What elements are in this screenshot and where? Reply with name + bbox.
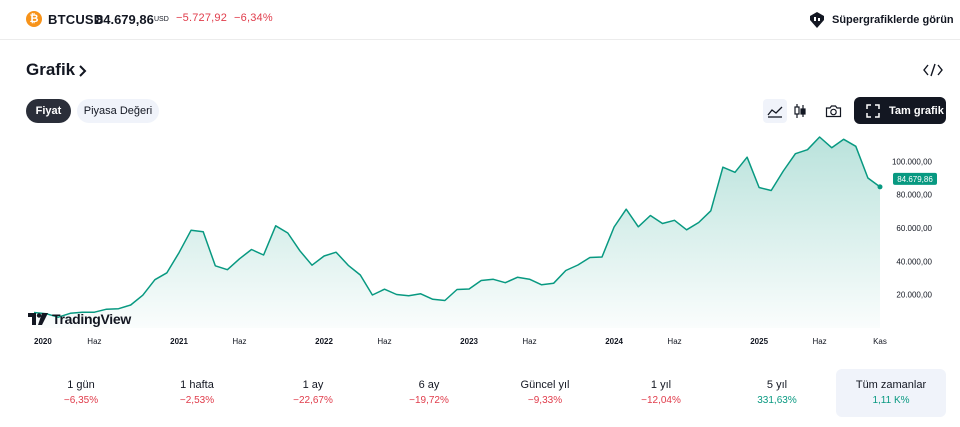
x-axis-tick-label: Haz [87, 337, 101, 346]
period-tab[interactable]: 6 ay −19,72% [374, 369, 484, 417]
period-change-value: −12,04% [641, 395, 681, 406]
x-axis-tick-label: 2022 [315, 337, 333, 346]
x-axis-tick-label: 2025 [750, 337, 768, 346]
y-axis-tick-label: 60.000,00 [896, 224, 932, 233]
y-axis-tick-label: 20.000,00 [896, 291, 932, 300]
period-change-value: −9,33% [527, 395, 563, 406]
x-axis-tick-label: 2021 [170, 337, 188, 346]
currency-label: USD [154, 16, 169, 23]
performance-periods: 1 gün −6,35% 1 hafta −2,53% 1 ay −22,67% 6 ay −… [26, 369, 946, 417]
period-tab[interactable]: 1 ay −22,67% [258, 369, 368, 417]
x-axis-tick-label: Haz [812, 337, 826, 346]
period-label: Tüm zamanlar [855, 379, 927, 391]
y-axis-tick-label: 40.000,00 [896, 257, 932, 266]
ticker-symbol: BTCUSD [48, 12, 104, 27]
period-tab[interactable]: 5 yıl 331,63% [722, 369, 832, 417]
period-label: 1 hafta [180, 379, 214, 391]
tradingview-logo-text: TradingView [52, 311, 131, 327]
bitcoin-icon: ₿ [26, 11, 42, 27]
x-axis-tick-label: 2023 [460, 337, 478, 346]
x-axis-tick-label: Haz [232, 337, 246, 346]
tab-market-cap[interactable]: Piyasa Değeri [77, 99, 159, 123]
tab-price[interactable]: Fiyat [26, 99, 71, 123]
fullscreen-icon [866, 103, 880, 118]
x-axis-tick-label: Haz [667, 337, 681, 346]
supercharts-link[interactable]: Süpergrafiklerde görün [808, 10, 954, 30]
last-price-label: 84.679,86 [897, 175, 933, 184]
area-chart-icon [767, 106, 783, 118]
supercharts-icon [810, 12, 824, 28]
area-chart-button[interactable] [763, 99, 787, 123]
period-label: 5 yıl [766, 379, 788, 391]
x-axis-tick-label: Haz [377, 337, 391, 346]
period-label: 1 yıl [650, 379, 672, 391]
period-label: 1 gün [67, 379, 95, 391]
period-change-value: −2,53% [179, 395, 215, 406]
period-label: 6 ay [418, 379, 440, 391]
price-line [33, 136, 881, 318]
period-label: 1 ay [302, 379, 324, 391]
embed-code-icon[interactable] [922, 60, 944, 80]
period-change-value: 331,63% [757, 395, 797, 406]
period-tab[interactable]: 1 yıl −12,04% [606, 369, 716, 417]
x-axis-tick-label: Kas [873, 337, 887, 346]
period-tab[interactable]: 1 gün −6,35% [26, 369, 136, 417]
current-price: 84.679,86 [96, 12, 154, 27]
section-title-text: Grafik [26, 60, 76, 79]
last-price-badge [893, 172, 937, 185]
period-change-value: −19,72% [409, 395, 449, 406]
last-price-point [877, 184, 883, 190]
supercharts-label: Süpergrafiklerde görün [832, 14, 954, 26]
period-change-value: −6,35% [63, 395, 99, 406]
chevron-right-icon [79, 65, 87, 77]
y-axis-tick-label: 100.000,00 [892, 157, 933, 166]
period-tab[interactable]: Güncel yıl −9,33% [490, 369, 600, 417]
tradingview-logo-icon [28, 313, 48, 325]
period-change-value: 1,11 K% [872, 395, 910, 406]
period-tab[interactable]: 1 hafta −2,53% [142, 369, 252, 417]
snapshot-button[interactable] [821, 99, 845, 123]
price-change-absolute: −5.727,92 [176, 12, 228, 24]
symbol-header: ₿ BTCUSD 84.679,86 USD −5.727,92 −6,34% … [0, 0, 960, 40]
price-change-percent: −6,34% [234, 12, 273, 24]
x-axis-tick-label: 2020 [34, 337, 52, 346]
candlestick-chart-button[interactable] [788, 99, 812, 123]
x-axis-tick-label: Haz [522, 337, 536, 346]
full-chart-label: Tam grafik [889, 104, 944, 117]
candlestick-icon [794, 104, 806, 118]
price-area-fill [34, 137, 880, 328]
camera-icon [825, 105, 841, 118]
period-change-value: −22,67% [293, 395, 333, 406]
period-label: Güncel yıl [520, 379, 570, 391]
chart-section-title[interactable]: Grafik [26, 60, 88, 80]
y-axis-tick-label: 80.000,00 [896, 191, 932, 200]
price-chart[interactable]: 20.000,00 40.000,00 60.000,00 80.000,00 100.… [0, 128, 960, 350]
x-axis-tick-label: 2024 [605, 337, 623, 346]
period-tab[interactable]: Tüm zamanlar 1,11 K% [836, 369, 946, 417]
tradingview-logo: TradingView [28, 311, 131, 327]
full-chart-button[interactable]: Tam grafik [854, 97, 946, 124]
